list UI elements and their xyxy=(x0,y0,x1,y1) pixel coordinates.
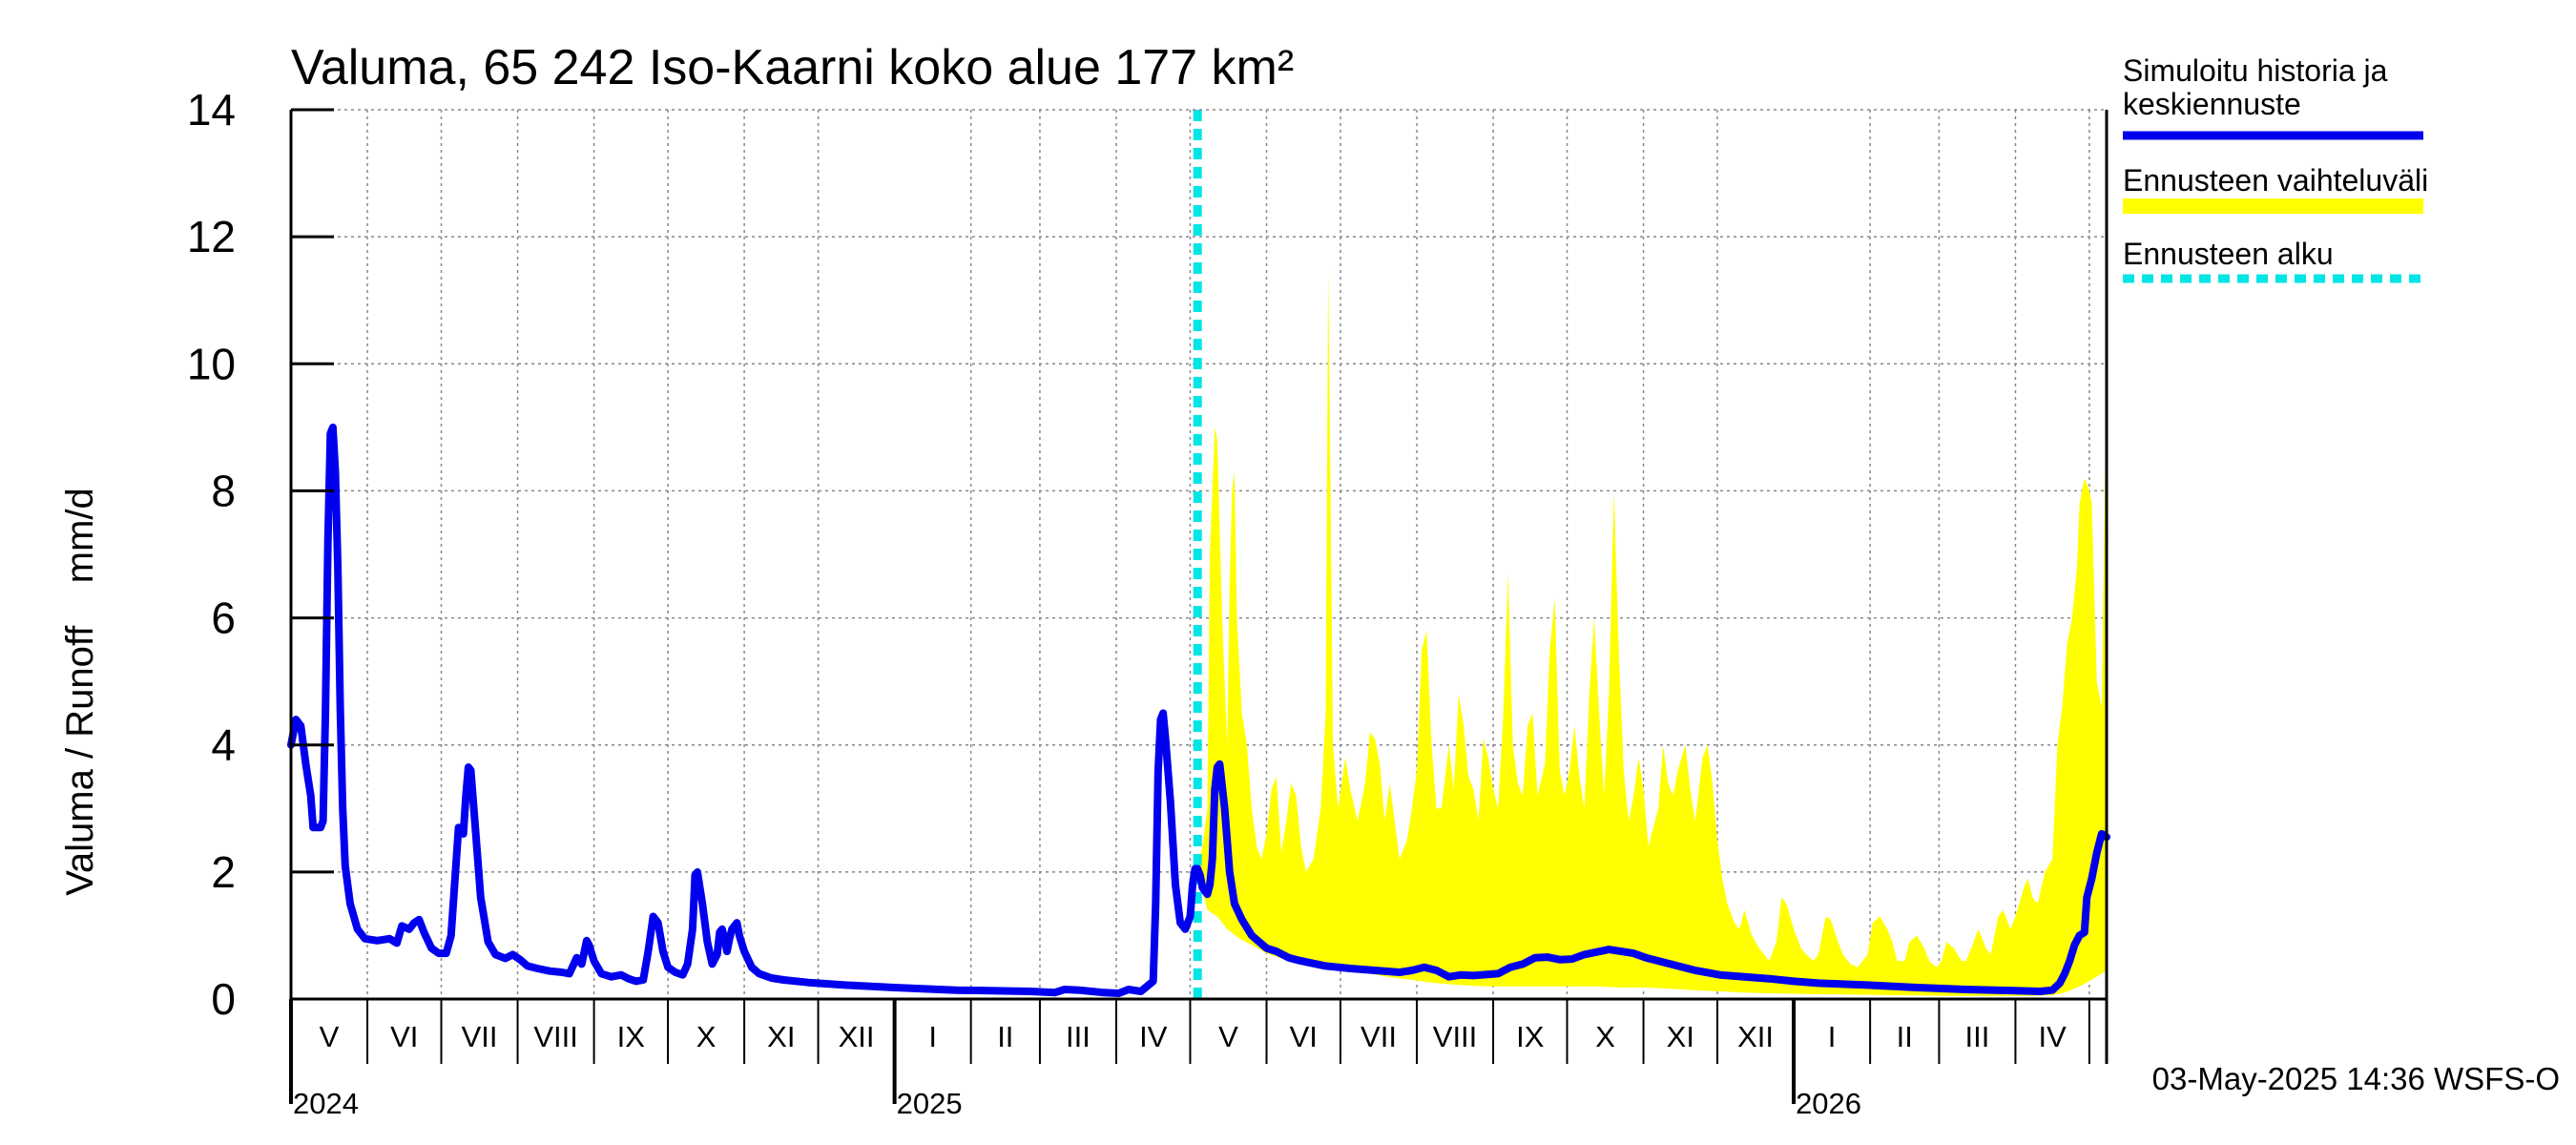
mean-runoff-series xyxy=(287,423,2110,997)
month-label: IV xyxy=(2039,1020,2067,1053)
month-label: IX xyxy=(617,1020,646,1053)
month-label: I xyxy=(928,1020,937,1053)
legend-label: Simuloitu historia ja xyxy=(2123,53,2388,88)
mean-runoff-line xyxy=(287,423,2110,997)
legend-label: Ennusteen vaihteluväli xyxy=(2123,163,2428,198)
legend-label: keskiennuste xyxy=(2123,87,2301,121)
y-tick-label: 12 xyxy=(187,212,236,261)
y-tick-label: 0 xyxy=(211,974,236,1024)
month-label: V xyxy=(1218,1020,1238,1053)
y-axis-label: Valuma / Runoff mm/d xyxy=(59,488,101,896)
month-label: XII xyxy=(839,1020,875,1053)
month-label: XI xyxy=(767,1020,795,1053)
y-tick-label: 8 xyxy=(211,466,236,515)
month-label: XI xyxy=(1667,1020,1694,1053)
y-tick-label: 14 xyxy=(187,85,236,135)
legend-label: Ennusteen alku xyxy=(2123,237,2334,271)
month-label: VIII xyxy=(1433,1020,1478,1053)
year-label: 2026 xyxy=(1796,1087,1861,1120)
month-label: VI xyxy=(390,1020,418,1053)
month-label: III xyxy=(1965,1020,1990,1053)
year-label: 2024 xyxy=(293,1087,359,1120)
month-label: XII xyxy=(1737,1020,1774,1053)
grid xyxy=(291,110,2107,999)
month-label: II xyxy=(1897,1020,1913,1053)
y-tick-label: 10 xyxy=(187,339,236,388)
month-label: III xyxy=(1066,1020,1091,1053)
month-label: IV xyxy=(1139,1020,1168,1053)
month-label: IX xyxy=(1516,1020,1545,1053)
forecast-range-band xyxy=(1193,110,2107,999)
footer-timestamp: 03-May-2025 14:36 WSFS-O xyxy=(2152,1061,2560,1096)
month-label: VIII xyxy=(533,1020,578,1053)
month-label: X xyxy=(696,1020,717,1053)
month-label: I xyxy=(1828,1020,1837,1053)
month-label: VII xyxy=(462,1020,498,1053)
year-label: 2025 xyxy=(897,1087,963,1120)
chart-title: Valuma, 65 242 Iso-Kaarni koko alue 177 … xyxy=(291,40,1294,95)
month-label: X xyxy=(1595,1020,1615,1053)
y-tick-label: 4 xyxy=(211,720,236,770)
month-label: VI xyxy=(1290,1020,1318,1053)
month-label: V xyxy=(320,1020,340,1053)
month-label: VII xyxy=(1361,1020,1397,1053)
forecast-range-area xyxy=(1197,268,2107,996)
month-label: II xyxy=(997,1020,1013,1053)
y-tick-label: 2 xyxy=(211,847,236,897)
y-tick-label: 6 xyxy=(211,593,236,643)
